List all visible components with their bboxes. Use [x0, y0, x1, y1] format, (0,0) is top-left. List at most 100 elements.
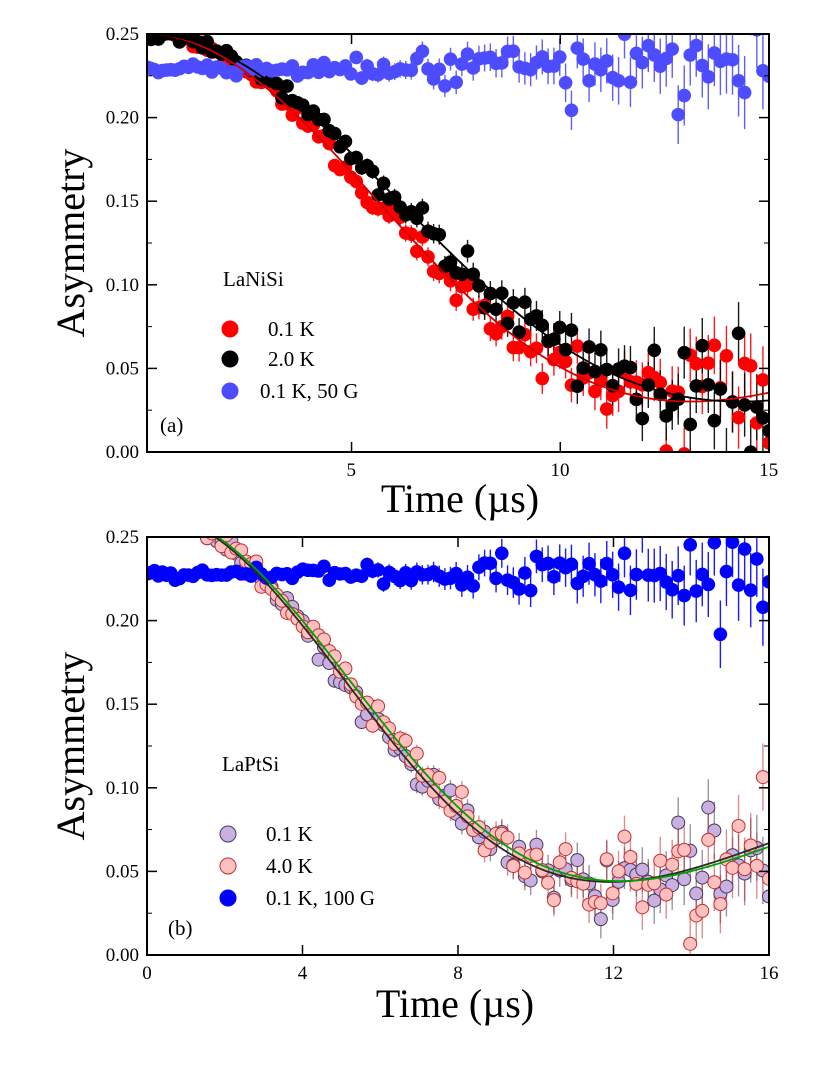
point-a-s1-82 [570, 379, 585, 394]
point-a-s2-108 [725, 52, 740, 67]
point-b-s1-71 [506, 858, 521, 873]
point-b-s1-114 [762, 871, 769, 886]
point-b-s1-62 [454, 784, 469, 799]
fit-line-a-s1 [147, 34, 769, 403]
panel-a-ytick-5: 0.25 [106, 24, 139, 45]
point-a-s2-104 [701, 69, 716, 84]
point-a-s1-93 [635, 411, 650, 426]
point-b-s1-93 [635, 900, 650, 915]
point-b-s2-90 [617, 546, 632, 561]
point-b-s1-78 [546, 893, 561, 908]
point-a-s1-39 [327, 126, 342, 141]
point-b-s1-7 [169, 508, 182, 521]
point-b-s2-99 [671, 568, 686, 583]
panel-b-xtick-1: 4 [298, 963, 308, 984]
point-b-s2-69 [494, 546, 509, 561]
panel-b-ylabel: Asymmetry [48, 652, 93, 841]
point-b-s2-48 [376, 577, 391, 591]
point-a-s2-93 [635, 55, 650, 70]
point-b-s1-106 [713, 897, 728, 912]
panel-b-ytick-4: 0.20 [106, 611, 139, 632]
point-a-s2-84 [582, 74, 596, 88]
point-b-s2-37 [317, 559, 331, 574]
point-b-s0-95 [647, 893, 662, 908]
panel-b-frame [146, 536, 770, 956]
point-a-s2-53 [404, 63, 419, 78]
point-a-s2-82 [570, 41, 585, 55]
point-a-s0-104 [701, 356, 716, 370]
legend-b-label-0: 0.1 K [266, 822, 313, 846]
point-a-s1-111 [743, 445, 758, 452]
point-b-s2-67 [483, 556, 498, 571]
point-b-s2-105 [707, 537, 722, 550]
point-b-s2-91 [623, 583, 638, 598]
point-a-s0-87 [599, 402, 614, 416]
point-a-s1-114 [762, 423, 769, 438]
panel-a-legend: 0.1 K 2.0 K 0.1 K, 50 G [221, 317, 359, 403]
point-a-s1-95 [647, 343, 662, 358]
panel-b-tag: (b) [168, 916, 193, 940]
point-a-s2-58 [432, 62, 447, 77]
point-b-s2-92 [629, 567, 644, 582]
panel-b-ytick-1: 0.05 [106, 861, 139, 882]
point-b-s2-98 [665, 582, 680, 597]
point-b-s0-8 [173, 512, 186, 525]
point-a-s2-102 [689, 38, 704, 53]
point-b-s0-4 [156, 510, 169, 523]
panel-b-xtick-0: 0 [142, 963, 152, 984]
point-b-s1-88 [605, 886, 620, 901]
panel-b-data [141, 496, 769, 955]
point-b-s2-88 [605, 567, 620, 582]
point-b-s2-104 [701, 577, 716, 592]
point-b-s1-42 [343, 677, 358, 692]
point-a-s1-107 [723, 451, 730, 452]
point-b-s2-64 [466, 579, 480, 593]
legend-a-marker-0 [221, 320, 239, 338]
point-b-s1-9 [177, 511, 190, 524]
panel-a-ytick-4: 0.20 [106, 108, 139, 129]
point-a-s2-98 [665, 42, 680, 56]
panel-a-ylabel: Asymmetry [48, 149, 93, 338]
point-a-s2-91 [623, 75, 638, 90]
point-b-s1-11 [187, 511, 200, 524]
point-b-s1-104 [701, 832, 716, 847]
legend-b-marker-2 [219, 889, 237, 907]
point-b-s0-107 [719, 879, 734, 894]
point-b-s1-5 [160, 505, 173, 518]
legend-a-label-0: 0.1 K [268, 317, 315, 341]
point-b-s0-2 [148, 507, 161, 520]
point-b-s1-90 [617, 829, 632, 844]
point-b-s1-6 [164, 505, 177, 518]
point-a-s1-83 [576, 361, 590, 375]
point-a-s1-110 [737, 398, 752, 412]
legend-b-label-2: 0.1 K, 100 G [266, 886, 375, 910]
point-b-s2-74 [523, 583, 538, 598]
point-b-s1-91 [623, 850, 638, 865]
point-b-s1-0 [141, 513, 154, 526]
point-b-s2-86 [594, 574, 608, 588]
point-b-s1-89 [611, 864, 626, 879]
point-b-s1-3 [152, 506, 165, 519]
point-a-s2-103 [695, 58, 710, 73]
point-a-s2-95 [647, 48, 662, 62]
point-a-s2-81 [564, 103, 579, 118]
point-b-s1-75 [529, 847, 544, 862]
point-b-s0-0 [141, 496, 154, 509]
point-b-s1-37 [316, 632, 331, 647]
point-b-s1-52 [398, 733, 413, 748]
point-b-s1-105 [707, 875, 722, 890]
point-b-s2-108 [725, 537, 740, 549]
legend-b-marker-1 [219, 857, 237, 875]
point-b-s2-72 [512, 582, 526, 596]
point-a-s1-68 [489, 302, 503, 317]
point-a-s1-73 [518, 295, 532, 309]
point-b-s2-101 [683, 538, 698, 552]
panel-a-ytick-2: 0.10 [106, 275, 139, 296]
point-b-s1-57 [426, 784, 441, 799]
point-a-s2-59 [438, 79, 452, 93]
panel-b-xtick-3: 12 [604, 963, 623, 984]
point-b-s2-73 [518, 566, 532, 580]
point-a-s2-100 [677, 88, 692, 103]
point-a-s1-103 [695, 338, 710, 353]
legend-a-item-2: 0.1 K, 50 G [221, 379, 359, 403]
